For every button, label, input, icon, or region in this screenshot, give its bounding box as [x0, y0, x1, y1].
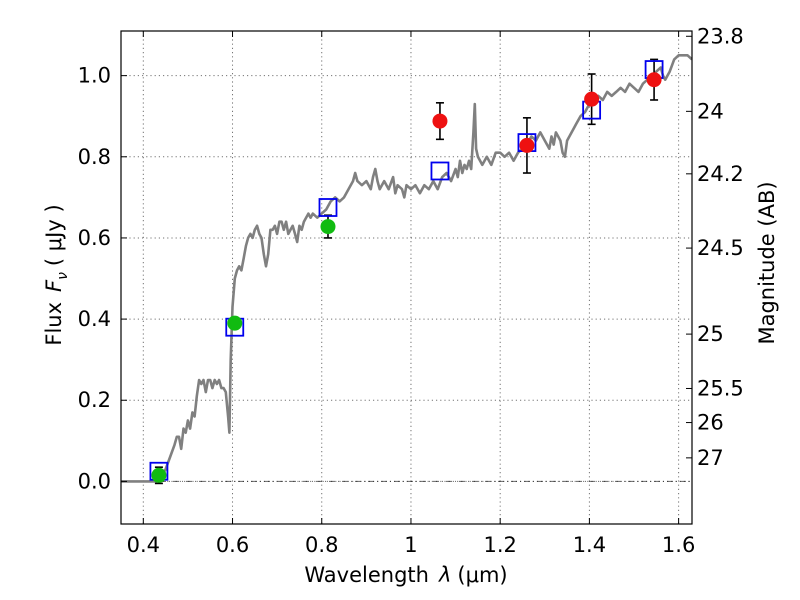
y-tick-label: 1.0 — [78, 64, 111, 88]
x-tick-label: 1 — [404, 533, 417, 557]
y-axis-label-symbol: F — [42, 279, 66, 292]
y-axis-label-subscript: ν — [55, 272, 71, 280]
y2-tick-label: 27 — [697, 446, 724, 470]
y2-tick-label: 26 — [697, 411, 724, 435]
photometry-point — [646, 72, 662, 88]
x-tick-label: 1.4 — [573, 533, 606, 557]
photometry-point — [519, 137, 535, 153]
y2-tick-label: 24.2 — [697, 162, 744, 186]
y-tick-label: 0.4 — [78, 307, 111, 331]
photometry-point — [227, 315, 243, 331]
y2-tick-label: 25.5 — [697, 376, 744, 400]
y2-tick-label: 23.8 — [697, 24, 744, 48]
y2-tick-label: 25 — [697, 322, 724, 346]
y-tick-label: 0.0 — [78, 469, 111, 493]
photometry-point — [432, 113, 448, 129]
y-tick-label: 0.6 — [78, 226, 111, 250]
x-tick-label: 0.4 — [127, 533, 160, 557]
x-axis-label-text: Wavelength — [304, 563, 429, 587]
y-axis-label-text: Flux — [42, 302, 66, 346]
photometry-point — [584, 91, 600, 107]
y-axis: 0.0 0.2 0.4 0.6 0.8 1.0 — [78, 64, 127, 493]
y-tick-label: 0.2 — [78, 388, 111, 412]
x-tick-label: 1.6 — [662, 533, 695, 557]
y-axis-label: Flux Fν ( μJy ) — [42, 204, 71, 345]
model-photometry-square — [318, 198, 338, 217]
model-sed-line — [121, 54, 692, 483]
y2-axis: 23.8 24 24.2 24.5 25 25.5 26 27 — [686, 24, 744, 470]
photometry-point — [320, 219, 336, 235]
y-axis-label-unit: ( μJy ) — [42, 204, 66, 266]
y2-tick-label: 24.5 — [697, 236, 744, 260]
x-tick-label: 0.8 — [305, 533, 338, 557]
x-axis-label-symbol: λ — [438, 563, 451, 587]
plot-frame — [120, 30, 693, 525]
x-tick-label: 0.6 — [216, 533, 249, 557]
x-axis: 0.4 0.6 0.8 1 1.2 1.4 1.6 — [127, 31, 695, 557]
y2-tick-label: 24 — [697, 99, 724, 123]
x-axis-label: Wavelength λ (μm) — [304, 563, 507, 587]
y2-axis-label: Magnitude (AB) — [755, 181, 779, 344]
plot-area — [121, 54, 692, 485]
model-photometry-square — [430, 161, 450, 181]
photometry-point — [151, 467, 167, 483]
y-tick-label: 0.8 — [78, 145, 111, 169]
x-tick-label: 1.2 — [483, 533, 516, 557]
x-axis-label-unit: (μm) — [457, 563, 507, 587]
